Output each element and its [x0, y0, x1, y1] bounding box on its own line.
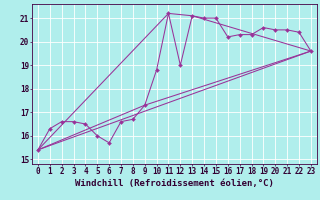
X-axis label: Windchill (Refroidissement éolien,°C): Windchill (Refroidissement éolien,°C) — [75, 179, 274, 188]
